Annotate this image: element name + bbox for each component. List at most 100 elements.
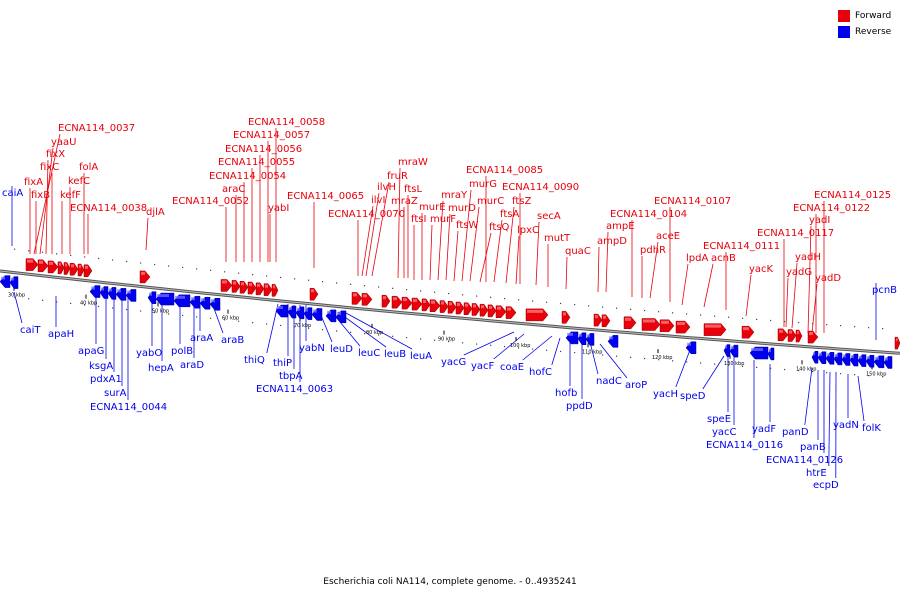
gene-label-quac[interactable]: quaC: [565, 246, 591, 257]
gene-label-pdxa1[interactable]: pdxA1: [90, 374, 122, 385]
gene-label-arac[interactable]: araC: [222, 184, 245, 195]
gene-label-yadd[interactable]: yadD: [815, 273, 841, 284]
gene-label-mray[interactable]: mraY: [441, 190, 468, 201]
gene-label-seca[interactable]: secA: [537, 211, 561, 222]
gene-label-ecna114-0117[interactable]: ECNA114_0117: [757, 228, 834, 239]
gene-label-ecna114-0052[interactable]: ECNA114_0052: [172, 196, 249, 207]
gene-label-djla[interactable]: djlA: [146, 207, 165, 218]
gene-label-murc[interactable]: murC: [477, 196, 504, 207]
gene-label-hofb[interactable]: hofb: [555, 388, 577, 399]
gene-label-ecna114-0037[interactable]: ECNA114_0037: [58, 123, 135, 134]
gene-label-yaau[interactable]: yaaU: [51, 137, 77, 148]
gene-label-yadf[interactable]: yadF: [752, 424, 776, 435]
gene-label-panb[interactable]: panB: [800, 442, 826, 453]
gene-label-fixc[interactable]: fixC: [40, 162, 59, 173]
gene-label-ftsq[interactable]: ftsQ: [489, 222, 509, 233]
gene-label-ppdd[interactable]: ppdD: [566, 401, 593, 412]
gene-label-ecna114-0044[interactable]: ECNA114_0044: [90, 402, 167, 413]
gene-label-sped[interactable]: speD: [680, 391, 706, 402]
gene-label-ecna114-0038[interactable]: ECNA114_0038: [70, 203, 147, 214]
gene-label-yach[interactable]: yacH: [653, 389, 678, 400]
gene-label-htre[interactable]: htrE: [806, 468, 827, 479]
gene-label-sura[interactable]: surA: [104, 388, 127, 399]
gene-label-mraw[interactable]: mraW: [398, 157, 428, 168]
gene-label-yadh[interactable]: yadH: [795, 252, 821, 263]
gene-label-ecna114-0107[interactable]: ECNA114_0107: [654, 196, 731, 207]
gene-label-ksga[interactable]: ksgA: [89, 361, 113, 372]
gene-label-spee[interactable]: speE: [707, 414, 731, 425]
gene-label-fola[interactable]: folA: [79, 162, 98, 173]
gene-label-leua[interactable]: leuA: [410, 351, 432, 362]
gene-label-yabo[interactable]: yabO: [136, 348, 162, 359]
gene-label-ftsi[interactable]: ftsI: [411, 214, 426, 225]
gene-label-ecna114-0090[interactable]: ECNA114_0090: [502, 182, 579, 193]
gene-label-ecna114-0056[interactable]: ECNA114_0056: [225, 144, 302, 155]
gene-label-ecna114-0116[interactable]: ECNA114_0116: [706, 440, 783, 451]
gene-label-hepa[interactable]: hepA: [148, 363, 174, 374]
gene-label-mraz[interactable]: mraZ: [391, 196, 418, 207]
gene-label-fixx[interactable]: fixX: [46, 149, 65, 160]
gene-label-ecna114-0054[interactable]: ECNA114_0054: [209, 171, 286, 182]
gene-label-ecna114-0063[interactable]: ECNA114_0063: [256, 384, 333, 395]
gene-label-cait[interactable]: caiT: [20, 325, 41, 336]
gene-label-yadi[interactable]: yadI: [809, 215, 830, 226]
gene-label-yacg[interactable]: yacG: [441, 357, 466, 368]
gene-label-acee[interactable]: aceE: [656, 231, 680, 242]
gene-label-mutt[interactable]: mutT: [544, 233, 571, 244]
gene-label-ecna114-0070[interactable]: ECNA114_0070: [328, 209, 405, 220]
gene-label-ecna114-0057[interactable]: ECNA114_0057: [233, 130, 310, 141]
gene-label-leuc[interactable]: leuC: [358, 348, 380, 359]
gene-label-arop[interactable]: aroP: [625, 380, 647, 391]
gene-label-coae[interactable]: coaE: [500, 362, 524, 373]
gene-label-ampe[interactable]: ampE: [606, 221, 635, 232]
gene-label-caia[interactable]: caiA: [2, 188, 23, 199]
gene-label-ecna114-0085[interactable]: ECNA114_0085: [466, 165, 543, 176]
gene-label-murf[interactable]: murF: [430, 214, 456, 225]
gene-label-ecna114-0125[interactable]: ECNA114_0125: [814, 190, 891, 201]
gene-label-ftsa[interactable]: ftsA: [500, 209, 519, 220]
gene-label-lpxc[interactable]: lpxC: [517, 225, 539, 236]
gene-label-ftsw[interactable]: ftsW: [456, 220, 478, 231]
gene-label-keff[interactable]: kefF: [60, 190, 81, 201]
gene-label-mure[interactable]: murE: [419, 202, 446, 213]
gene-label-pcnb[interactable]: pcnB: [872, 285, 897, 296]
gene-label-ecna114-0111[interactable]: ECNA114_0111: [703, 241, 780, 252]
gene-label-ilvh[interactable]: ilvH: [377, 182, 396, 193]
gene-label-ecna114-0122[interactable]: ECNA114_0122: [793, 203, 870, 214]
gene-label-ecna114-0055[interactable]: ECNA114_0055: [218, 157, 295, 168]
gene-label-thiq[interactable]: thiQ: [244, 355, 265, 366]
gene-label-apah[interactable]: apaH: [48, 329, 74, 340]
gene-label-yabn[interactable]: yabN: [299, 343, 325, 354]
gene-label-ecpd[interactable]: ecpD: [813, 480, 839, 491]
gene-label-ecna114-0065[interactable]: ECNA114_0065: [287, 191, 364, 202]
gene-label-yadn[interactable]: yadN: [833, 420, 859, 431]
gene-label-ampd[interactable]: ampD: [597, 236, 627, 247]
gene-label-hofc[interactable]: hofC: [529, 367, 552, 378]
gene-label-leud[interactable]: leuD: [330, 344, 353, 355]
gene-label-ilvi[interactable]: ilvI: [371, 195, 385, 206]
gene-label-murd[interactable]: murD: [448, 203, 476, 214]
gene-label-ecna114-0104[interactable]: ECNA114_0104: [610, 209, 687, 220]
gene-label-polb[interactable]: polB: [171, 346, 193, 357]
gene-label-yack[interactable]: yacK: [749, 264, 774, 275]
gene-label-araa[interactable]: araA: [190, 333, 213, 344]
gene-label-ecna114-0126[interactable]: ECNA114_0126: [766, 455, 843, 466]
gene-label-ecna114-0058[interactable]: ECNA114_0058: [248, 117, 325, 128]
gene-label-tbpa[interactable]: tbpA: [279, 371, 303, 382]
gene-label-ftsz[interactable]: ftsZ: [512, 196, 531, 207]
gene-label-arad[interactable]: araD: [180, 360, 204, 371]
gene-label-kefc[interactable]: kefC: [68, 176, 90, 187]
gene-label-folk[interactable]: folK: [862, 423, 881, 434]
gene-label-pand[interactable]: panD: [782, 427, 809, 438]
gene-label-yadg[interactable]: yadG: [786, 267, 812, 278]
gene-label-nadc[interactable]: nadC: [596, 376, 622, 387]
gene-label-yacf[interactable]: yacF: [471, 361, 495, 372]
gene-label-ftsl[interactable]: ftsL: [404, 184, 422, 195]
gene-label-pdhr[interactable]: pdhR: [640, 245, 666, 256]
gene-label-frur[interactable]: fruR: [387, 171, 408, 182]
gene-label-thip[interactable]: thiP: [273, 358, 292, 369]
gene-label-lpda[interactable]: lpdA: [686, 253, 708, 264]
gene-label-acnb[interactable]: acnB: [711, 253, 736, 264]
gene-label-leub[interactable]: leuB: [384, 349, 406, 360]
gene-label-fixa[interactable]: fixA: [24, 177, 43, 188]
